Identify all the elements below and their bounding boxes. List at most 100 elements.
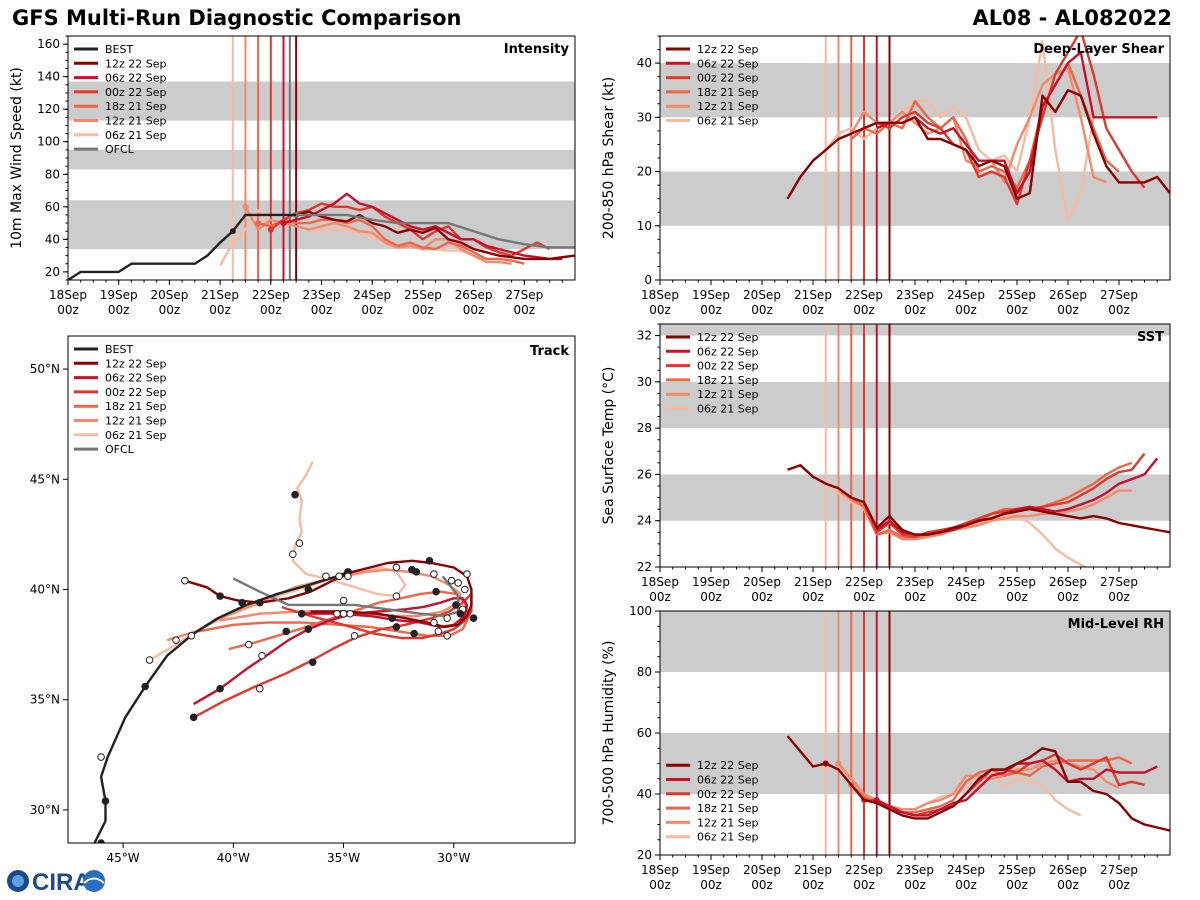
x-tick-label: 18Sep: [49, 288, 87, 302]
x-tick-label: 00z: [1006, 878, 1028, 892]
legend-label-00z-22-sep: 00z 22 Sep: [105, 86, 167, 99]
x-tick-label: 25Sep: [998, 863, 1036, 877]
y-tick-label: 32: [637, 329, 652, 343]
track-marker: [447, 576, 456, 585]
x-tick-label: 25Sep: [404, 288, 442, 302]
x-tick-label: 00z: [57, 303, 79, 317]
track-marker: [410, 629, 418, 638]
track-marker: [469, 614, 478, 622]
track-06z-22-sep: [192, 597, 469, 706]
legend-label-12z-22-sep: 12z 22 Sep: [697, 331, 759, 344]
lat-tick-label: 40°N: [30, 583, 60, 597]
y-tick-label: 80: [45, 167, 60, 181]
x-tick-label: 21Sep: [794, 288, 832, 302]
legend-label-06z-21-sep: 06z 21 Sep: [105, 129, 167, 142]
y-tick-label: 20: [637, 848, 652, 862]
track-marker: [304, 625, 313, 633]
x-tick-label: 22Sep: [845, 288, 883, 302]
x-tick-label: 19Sep: [692, 863, 730, 877]
series-18z-21-sep: [850, 61, 1120, 190]
y-tick-label: 10: [637, 219, 652, 233]
y-tick-label: 120: [37, 102, 60, 116]
panel-rh: 2040608010018Sep00z19Sep00z20Sep00z21Sep…: [601, 604, 1171, 892]
track-marker: [141, 682, 149, 691]
x-tick-label: 23Sep: [896, 288, 934, 302]
legend-label-18z-21-sep: 18z 21 Sep: [697, 802, 759, 815]
x-tick-label: 00z: [751, 590, 773, 604]
x-tick-label: 00z: [1108, 878, 1130, 892]
y-tick-label: 100: [629, 604, 652, 618]
legend-label-06z-22-sep: 06z 22 Sep: [697, 774, 759, 787]
y-tick-label: 20: [45, 265, 60, 279]
y-tick-label: 60: [45, 200, 60, 214]
track-marker: [145, 656, 154, 664]
x-tick-label: 00z: [751, 303, 773, 317]
track-marker: [392, 623, 401, 631]
track-marker: [282, 627, 291, 636]
series-00z-22-sep: [862, 452, 1146, 539]
y-tick-label: 30: [637, 375, 652, 389]
legend-label-18z-21-sep: 18z 21 Sep: [105, 400, 167, 413]
init-point-18z-21-sep: [255, 220, 262, 227]
track-marker: [425, 557, 434, 565]
legend-label-ofcl: OFCL: [105, 443, 135, 456]
x-tick-label: 00z: [361, 303, 383, 317]
x-tick-label: 27Sep: [1100, 863, 1138, 877]
x-tick-label: 23Sep: [896, 863, 934, 877]
cira-logo-text: CIRA: [32, 869, 91, 896]
init-point-12z-22-sep: [822, 760, 829, 767]
track-marker: [452, 601, 460, 609]
init-point-12z-21-sep: [242, 203, 249, 210]
y-tick-label: 40: [637, 787, 652, 801]
x-tick-label: 00z: [904, 878, 926, 892]
y-tick-label: 40: [45, 232, 60, 246]
y-tick-label: 24: [637, 514, 652, 528]
legend-label-12z-22-sep: 12z 22 Sep: [105, 57, 167, 70]
x-tick-label: 00z: [700, 590, 722, 604]
x-tick-label: 00z: [260, 303, 282, 317]
x-tick-label: 27Sep: [1100, 575, 1138, 589]
legend-label-best: BEST: [105, 343, 133, 356]
track-marker: [244, 640, 253, 649]
track-marker: [392, 592, 401, 600]
legend-label-00z-22-sep: 00z 22 Sep: [697, 360, 759, 373]
x-tick-label: 23Sep: [303, 288, 341, 302]
track-marker: [172, 636, 180, 645]
cira-logo: CIRA: [7, 869, 105, 896]
panel-title: SST: [1137, 330, 1164, 345]
x-tick-label: 22Sep: [845, 863, 883, 877]
legend-label-06z-21-sep: 06z 21 Sep: [105, 429, 167, 442]
track-marker: [460, 585, 469, 594]
y-tick-label: 20: [637, 165, 652, 179]
track-marker: [430, 618, 438, 627]
y-tick-label: 140: [37, 70, 60, 84]
x-tick-label: 21Sep: [794, 863, 832, 877]
x-tick-label: 24Sep: [947, 863, 985, 877]
x-tick-label: 26Sep: [1049, 288, 1087, 302]
y-tick-label: 26: [637, 467, 652, 481]
partner-logo-icon: [83, 870, 105, 892]
band-2: [68, 81, 575, 121]
y-tick-label: 100: [37, 135, 60, 149]
lat-tick-label: 35°N: [30, 693, 60, 707]
series-12z-22-sep: [787, 464, 1170, 536]
init-point-ofcl: [293, 211, 300, 218]
x-tick-label: 00z: [853, 590, 875, 604]
track-marker: [101, 797, 110, 805]
track-marker: [350, 631, 359, 640]
x-tick-label: 24Sep: [353, 288, 391, 302]
legend-label-ofcl: OFCL: [105, 143, 135, 156]
y-axis-label: Sea Surface Temp (°C): [601, 367, 617, 525]
panel-title: Intensity: [504, 42, 570, 57]
y-axis-label: 200-850 hPa Shear (kt): [601, 77, 617, 239]
x-tick-label: 00z: [853, 303, 875, 317]
track-marker: [297, 609, 306, 618]
track-marker: [189, 713, 198, 722]
x-tick-label: 21Sep: [794, 575, 832, 589]
x-tick-label: 00z: [1006, 303, 1028, 317]
lon-tick-label: 45°W: [107, 851, 140, 865]
init-point-00z-22-sep: [267, 226, 274, 233]
y-axis-label: 10m Max Wind Speed (kt): [9, 67, 25, 249]
x-tick-label: 00z: [751, 878, 773, 892]
x-tick-label: 00z: [1057, 303, 1079, 317]
